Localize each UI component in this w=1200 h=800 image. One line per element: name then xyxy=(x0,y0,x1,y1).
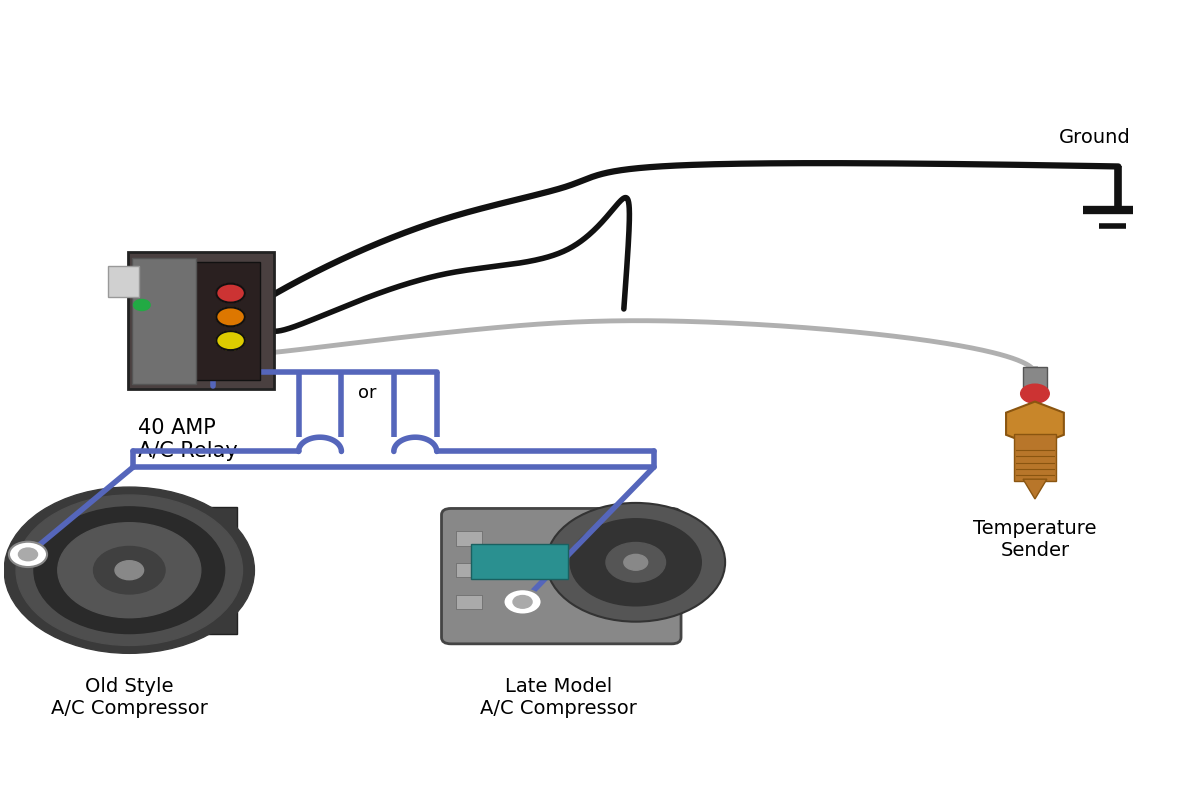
Text: 40 AMP
A/C Relay: 40 AMP A/C Relay xyxy=(138,418,238,461)
Circle shape xyxy=(4,487,254,654)
Circle shape xyxy=(115,561,144,580)
FancyBboxPatch shape xyxy=(127,252,274,390)
Circle shape xyxy=(34,507,224,634)
Circle shape xyxy=(58,522,200,618)
FancyBboxPatch shape xyxy=(192,262,259,380)
Polygon shape xyxy=(1006,402,1064,446)
FancyBboxPatch shape xyxy=(1014,434,1056,481)
Text: or: or xyxy=(359,384,377,402)
Circle shape xyxy=(18,548,37,561)
FancyBboxPatch shape xyxy=(472,544,568,579)
Circle shape xyxy=(94,546,166,594)
FancyBboxPatch shape xyxy=(456,563,482,578)
FancyBboxPatch shape xyxy=(132,258,196,384)
Text: Temperature
Sender: Temperature Sender xyxy=(973,518,1097,560)
Circle shape xyxy=(216,331,245,350)
Circle shape xyxy=(1021,384,1049,403)
Circle shape xyxy=(216,307,245,326)
FancyBboxPatch shape xyxy=(112,507,236,634)
Circle shape xyxy=(606,542,666,582)
Circle shape xyxy=(16,495,242,646)
Circle shape xyxy=(546,503,725,622)
Circle shape xyxy=(624,554,648,570)
FancyBboxPatch shape xyxy=(456,531,482,546)
FancyBboxPatch shape xyxy=(108,266,139,297)
Text: Old Style
A/C Compressor: Old Style A/C Compressor xyxy=(50,677,208,718)
Circle shape xyxy=(216,284,245,302)
Circle shape xyxy=(570,518,701,606)
Circle shape xyxy=(133,299,150,310)
FancyBboxPatch shape xyxy=(442,509,682,644)
Polygon shape xyxy=(1024,479,1046,499)
Circle shape xyxy=(8,542,47,567)
Circle shape xyxy=(504,590,541,614)
Text: Late Model
A/C Compressor: Late Model A/C Compressor xyxy=(480,677,637,718)
Circle shape xyxy=(514,595,532,608)
FancyBboxPatch shape xyxy=(456,594,482,609)
FancyBboxPatch shape xyxy=(1024,366,1046,390)
Text: Ground: Ground xyxy=(1058,128,1130,146)
